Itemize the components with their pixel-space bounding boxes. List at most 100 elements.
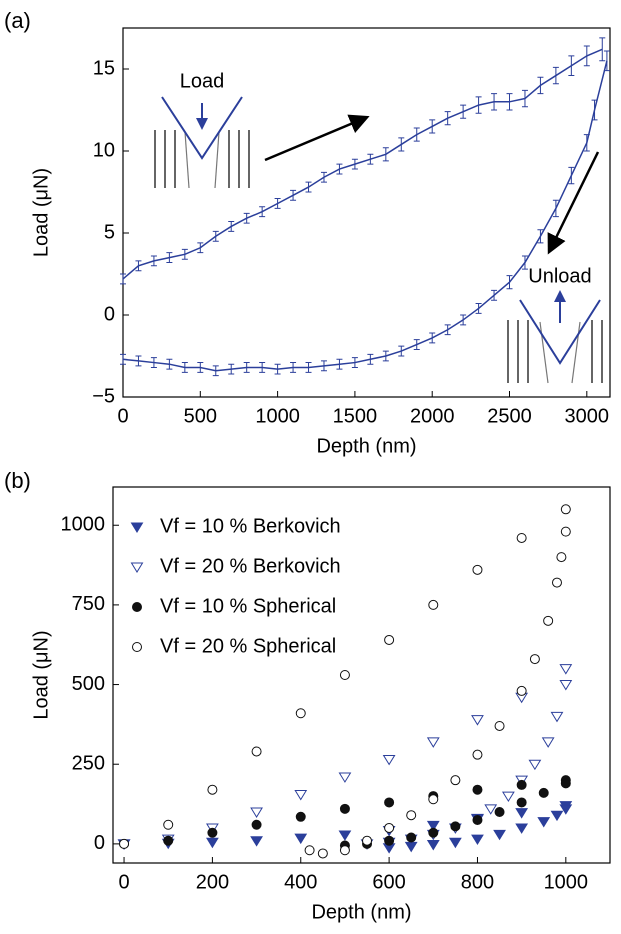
marker <box>294 833 308 845</box>
error-bar <box>181 362 188 373</box>
marker <box>206 823 219 834</box>
marker <box>294 789 308 801</box>
marker <box>426 737 440 748</box>
data-line <box>122 48 603 280</box>
error-bar <box>583 45 590 67</box>
marker <box>428 599 439 610</box>
error-bar <box>521 89 528 108</box>
marker <box>538 787 549 798</box>
error-bar <box>135 260 142 272</box>
panel-label: (a) <box>4 8 31 33</box>
error-bar <box>583 134 590 152</box>
x-tick-label: 600 <box>372 871 405 893</box>
y-tick-label: 1000 <box>61 514 106 536</box>
marker <box>384 634 395 645</box>
x-tick-label: 1500 <box>333 405 378 427</box>
error-bar <box>398 345 405 357</box>
load-inset <box>154 96 250 189</box>
error-bar <box>166 358 173 370</box>
error-bar <box>197 362 204 373</box>
marker <box>550 711 564 723</box>
legend-marker <box>130 522 144 533</box>
error-bar <box>259 206 266 218</box>
marker <box>384 822 395 833</box>
legend-marker <box>130 562 144 573</box>
error-bar <box>351 158 358 170</box>
marker <box>448 837 462 849</box>
marker <box>317 848 328 859</box>
marker <box>251 819 262 830</box>
error-bar <box>491 93 498 111</box>
error-bar <box>212 230 219 242</box>
error-bar <box>521 255 528 270</box>
x-tick-label: 800 <box>461 871 494 893</box>
marker <box>304 845 315 856</box>
y-tick-label: 5 <box>104 221 115 243</box>
legend-marker <box>132 642 142 652</box>
error-bar <box>568 166 575 185</box>
marker <box>472 814 483 825</box>
error-bar <box>552 199 559 218</box>
error-bar <box>429 332 436 344</box>
marker <box>206 837 219 849</box>
error-bar <box>181 248 188 260</box>
marker <box>471 715 484 726</box>
error-bar <box>197 242 204 254</box>
marker <box>472 749 483 760</box>
legend-marker <box>132 602 142 612</box>
error-bar <box>228 363 235 375</box>
error-bar <box>367 353 374 365</box>
error-bar <box>537 76 544 95</box>
error-bar <box>460 314 467 326</box>
error-bar <box>413 339 420 350</box>
error-bar <box>166 252 173 264</box>
y-tick-label: 250 <box>72 753 105 775</box>
y-axis-label: Load (μN) <box>30 630 52 719</box>
error-bar <box>537 229 544 244</box>
error-bar <box>336 358 343 370</box>
marker <box>494 720 505 731</box>
marker <box>515 823 529 834</box>
x-tick-label: 0 <box>118 871 129 893</box>
marker <box>362 835 373 846</box>
marker <box>551 577 562 588</box>
annotation: Unload <box>528 265 591 287</box>
marker <box>529 654 540 665</box>
error-bar <box>351 357 358 368</box>
marker <box>250 836 263 847</box>
x-tick-label: 200 <box>196 871 229 893</box>
marker <box>484 804 498 815</box>
legend-label: Vf = 20 % Spherical <box>160 635 336 657</box>
error-bar <box>228 221 235 232</box>
y-tick-label: 750 <box>72 593 105 615</box>
marker <box>428 794 439 805</box>
error-bar <box>274 363 281 375</box>
marker <box>163 819 174 830</box>
error-bar <box>274 198 281 209</box>
annotation: Load <box>180 70 225 92</box>
marker <box>250 807 263 818</box>
legend-label: Vf = 10 % Berkovich <box>160 515 341 537</box>
arrow <box>547 151 600 255</box>
error-bar <box>290 189 297 201</box>
error-bar <box>475 303 482 314</box>
marker <box>207 827 218 838</box>
marker <box>516 797 527 808</box>
marker <box>406 810 417 821</box>
marker <box>528 759 542 771</box>
marker <box>559 664 573 675</box>
error-bar <box>506 275 513 290</box>
x-tick-label: 500 <box>184 405 217 427</box>
error-bar <box>429 119 436 134</box>
marker <box>560 526 571 537</box>
y-tick-label: −5 <box>92 385 115 407</box>
marker <box>382 754 396 766</box>
y-tick-label: 0 <box>104 303 115 325</box>
error-bar <box>591 99 598 121</box>
marker <box>338 772 352 783</box>
marker <box>471 834 484 846</box>
marker <box>472 564 483 575</box>
marker <box>251 746 262 757</box>
error-bar <box>413 127 420 142</box>
